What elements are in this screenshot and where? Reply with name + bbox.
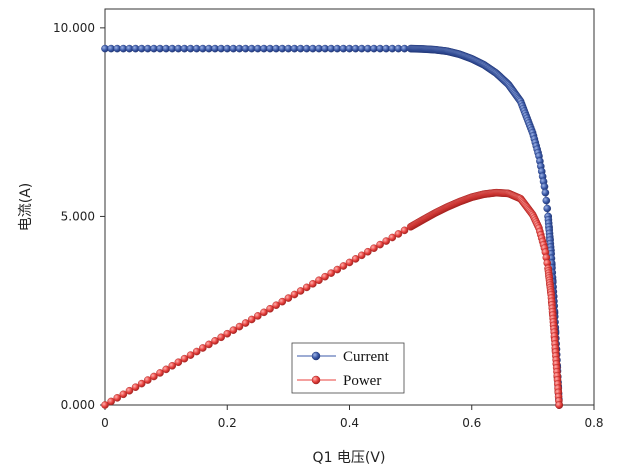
series-layer [101, 44, 563, 409]
data-point [290, 290, 299, 299]
data-point [254, 312, 262, 320]
y-tick-label: 0.000 [61, 398, 95, 412]
x-tick-label: 0.6 [462, 416, 481, 430]
y-axis-label: 电流(A) [18, 183, 34, 232]
x-axis-ticks: 0 0.2 0.4 0.6 0.8 [101, 405, 604, 430]
data-point [180, 354, 189, 363]
data-point [327, 269, 335, 277]
data-point [125, 386, 134, 395]
data-point [266, 304, 274, 313]
data-point [345, 258, 354, 267]
data-point [364, 247, 372, 256]
series-current [101, 44, 563, 409]
data-point [296, 287, 305, 295]
series-power [101, 188, 563, 409]
legend-label-current: Current [343, 349, 390, 365]
data-point [101, 401, 109, 409]
data-point [211, 337, 219, 345]
data-point [555, 401, 563, 409]
legend-box [291, 342, 405, 394]
data-point [217, 333, 225, 342]
data-point [309, 280, 317, 288]
data-point [260, 308, 268, 317]
x-tick-label: 0.2 [218, 416, 237, 430]
legend-marker-power [311, 375, 321, 385]
data-point [229, 326, 238, 334]
data-point [192, 347, 201, 356]
data-point [272, 301, 280, 310]
data-point [339, 262, 348, 270]
data-point [400, 226, 409, 235]
data-point [241, 319, 250, 327]
data-point [143, 376, 152, 384]
data-point [333, 265, 342, 274]
data-point [223, 329, 232, 338]
data-point [198, 344, 207, 352]
data-point [156, 369, 164, 377]
data-point [162, 365, 170, 374]
data-point [382, 237, 390, 245]
y-axis-ticks: 0.000 5.000 10.000 [53, 21, 105, 412]
x-tick-label: 0 [101, 416, 109, 430]
data-point [113, 394, 122, 402]
data-point [543, 204, 552, 213]
data-point [107, 397, 115, 406]
x-axis-label: Q1 电压(V) [313, 450, 386, 466]
data-point [388, 233, 397, 242]
y-tick-label: 10.000 [53, 21, 95, 35]
data-point [247, 315, 256, 324]
data-point [302, 283, 311, 292]
data-point [376, 240, 384, 249]
legend-marker-current [311, 351, 321, 361]
x-tick-label: 0.8 [584, 416, 603, 430]
data-point [137, 379, 146, 388]
data-point [394, 230, 403, 238]
data-point [119, 390, 128, 399]
data-point [542, 196, 551, 205]
data-point [357, 251, 366, 260]
data-point [174, 358, 183, 367]
data-point [315, 276, 323, 285]
data-point [186, 351, 195, 359]
data-point [370, 244, 378, 252]
data-point [351, 255, 360, 263]
y-tick-label: 5.000 [61, 209, 95, 223]
data-point [205, 340, 213, 349]
data-point [150, 372, 158, 381]
data-point [541, 188, 550, 197]
data-point [168, 361, 177, 370]
legend: Current Power [291, 342, 405, 394]
data-point [321, 272, 329, 281]
data-point [278, 297, 287, 306]
x-tick-label: 0.4 [340, 416, 359, 430]
data-point [235, 322, 244, 331]
data-point [284, 294, 293, 302]
legend-label-power: Power [343, 373, 381, 389]
data-point [131, 383, 140, 391]
